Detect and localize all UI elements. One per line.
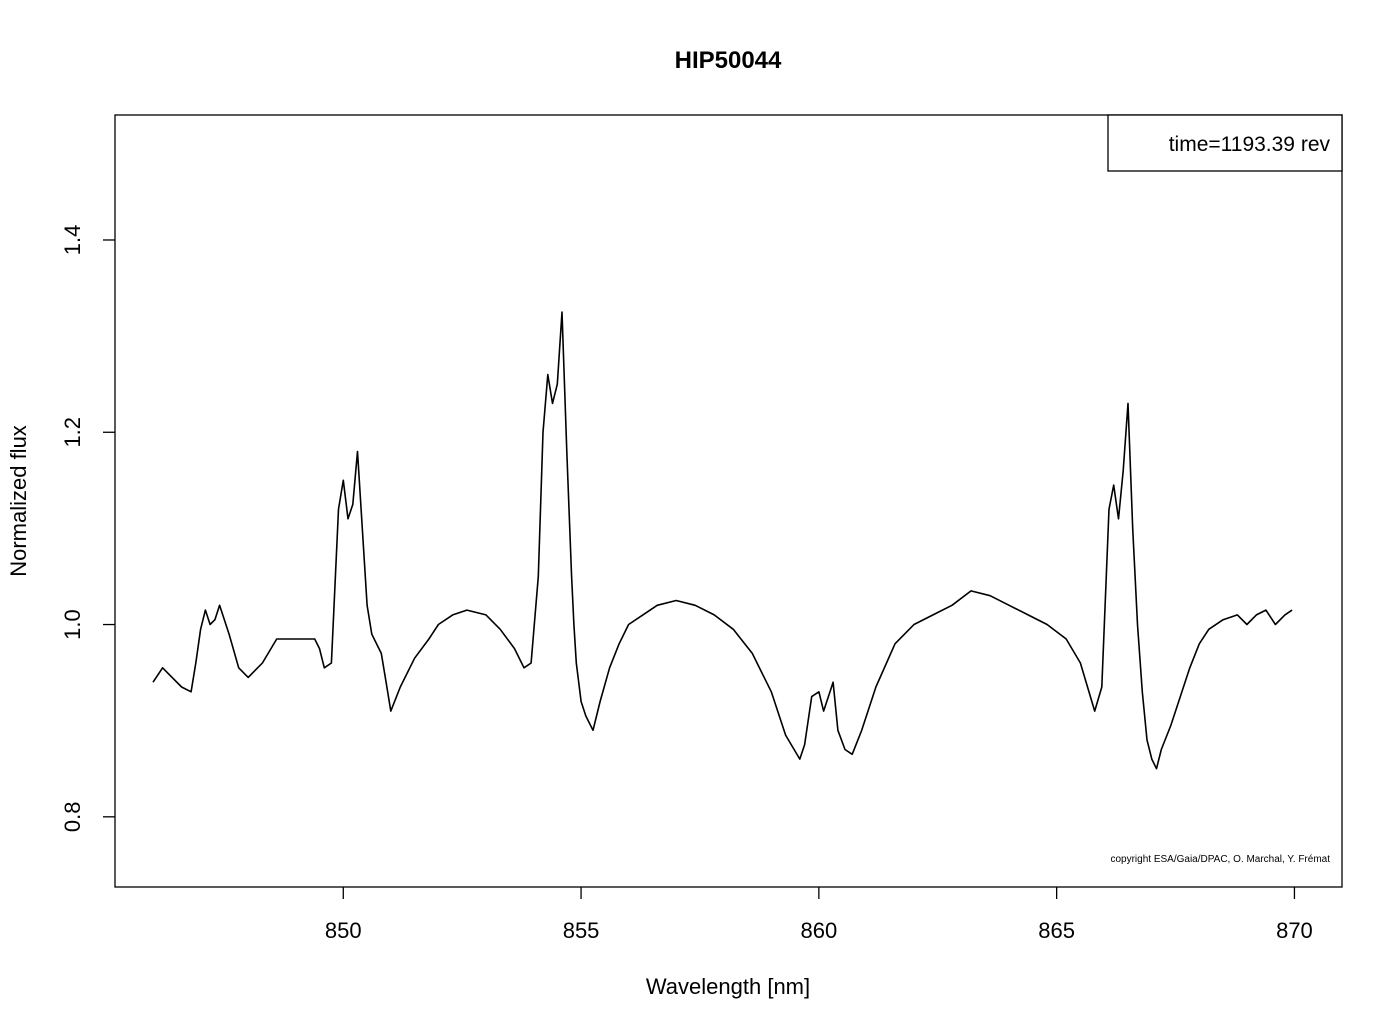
y-tick-label: 0.8 bbox=[60, 802, 85, 833]
legend-text: time=1193.39 rev bbox=[1169, 133, 1331, 156]
y-tick-label: 1.4 bbox=[60, 225, 85, 256]
legend: time=1193.39 rev bbox=[1107, 114, 1343, 172]
x-tick-label: 865 bbox=[1038, 918, 1075, 943]
legend-box bbox=[1107, 114, 1343, 172]
y-axis-label: Normalized flux bbox=[6, 425, 31, 577]
y-tick-label: 1.0 bbox=[60, 609, 85, 640]
plot-frame bbox=[114, 114, 1343, 888]
x-tick-label: 860 bbox=[801, 918, 838, 943]
y-axis: 0.8 1.0 1.2 1.4 bbox=[60, 225, 115, 832]
x-tick-label: 850 bbox=[325, 918, 362, 943]
x-axis: 850 855 860 865 870 bbox=[325, 887, 1313, 943]
chart-title: HIP50044 bbox=[675, 47, 782, 74]
spectrum-line-0 bbox=[152, 311, 1293, 770]
series-layer bbox=[152, 311, 1293, 770]
copyright-annotation: copyright ESA/Gaia/DPAC, O. Marchal, Y. … bbox=[1110, 854, 1330, 865]
x-tick-label: 855 bbox=[563, 918, 600, 943]
x-axis-label: Wavelength [nm] bbox=[646, 974, 810, 999]
y-tick-label: 1.2 bbox=[60, 417, 85, 448]
x-tick-label: 870 bbox=[1276, 918, 1313, 943]
